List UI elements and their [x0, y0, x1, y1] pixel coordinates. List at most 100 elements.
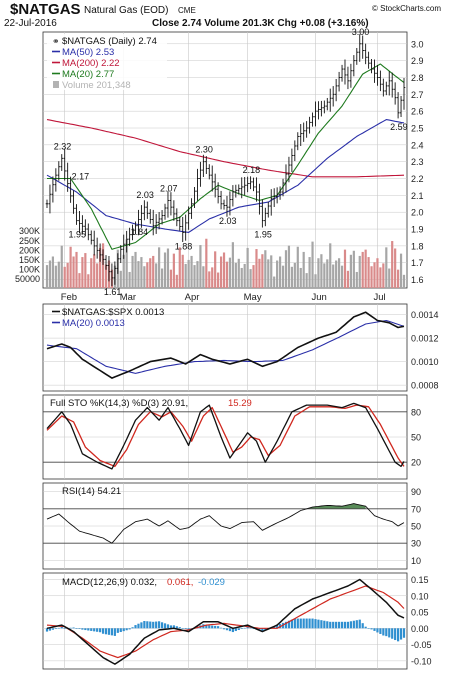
price-annotation: 1.95	[254, 230, 272, 240]
macd-histogram-bar	[293, 618, 296, 629]
macd-histogram-bar	[367, 628, 370, 629]
macd-histogram-bar	[337, 621, 341, 629]
macd-histogram-bar	[72, 627, 75, 629]
volume-bar	[323, 263, 326, 288]
macd-histogram-bar	[146, 621, 149, 629]
volume-bar	[252, 265, 255, 288]
volume-tick-label: 300K	[19, 226, 40, 236]
macd-histogram-bar	[116, 628, 119, 633]
rsi-axis-tick-label: 30	[411, 539, 421, 549]
macd-histogram-bar	[63, 628, 66, 629]
macd-histogram-bar	[119, 628, 122, 633]
macd-histogram-bar	[335, 621, 338, 629]
volume-bar	[178, 247, 181, 288]
volume-bar	[125, 239, 128, 288]
macd-histogram-bar	[370, 628, 373, 630]
macd-histogram-bar	[104, 628, 108, 635]
macd-histogram-bar	[340, 621, 344, 629]
volume-bar	[352, 250, 355, 288]
volume-bar	[119, 270, 122, 288]
volume-bar	[394, 248, 397, 288]
sto-axis-tick-label: 80	[411, 407, 421, 417]
volume-bar	[373, 262, 376, 288]
volume-bar	[284, 250, 288, 288]
macd-histogram-bar	[69, 627, 72, 629]
rsi-axis-tick-label: 50	[411, 522, 421, 532]
macd-axis-tick-label: 0.10	[411, 591, 429, 601]
macd-histogram-bar	[261, 628, 264, 632]
volume-bar	[311, 241, 314, 288]
macd-axis-tick-label: 0.15	[411, 575, 429, 585]
price-annotation: 2.32	[54, 141, 72, 151]
macd-histogram-bar	[346, 621, 350, 629]
volume-bar	[264, 250, 267, 288]
macd-histogram-bar	[187, 628, 190, 630]
macd-histogram-bar	[143, 621, 146, 629]
price-annotation: 3.00	[352, 27, 370, 37]
macd-histogram-bar	[376, 628, 379, 633]
volume-bar	[388, 268, 391, 288]
macd-legend-histogram: -0.029	[198, 577, 225, 588]
sto-legend-value: 15.29	[228, 398, 252, 409]
macd-histogram-bar	[385, 628, 388, 637]
ratio-line	[46, 311, 405, 379]
volume-bar	[81, 257, 84, 288]
ratio-legend-label: $NATGAS:$SPX 0.0013	[62, 307, 164, 318]
x-axis-label: May	[244, 292, 262, 303]
macd-histogram-bar	[45, 628, 49, 632]
volume-bar	[66, 262, 69, 288]
macd-histogram-bar	[205, 625, 208, 629]
macd-histogram-bar	[172, 625, 175, 629]
volume-bar	[337, 258, 341, 288]
x-axis-label: Jun	[311, 292, 326, 303]
ratio-legend-label: MA(20) 0.0013	[62, 318, 125, 329]
macd-axis-tick-label: 0.05	[411, 608, 429, 618]
volume-tick-label: 250K	[19, 236, 40, 246]
macd-histogram-bar	[361, 623, 364, 629]
volume-bar	[234, 262, 237, 288]
volume-bar	[225, 261, 229, 288]
price-annotation: 2.18	[243, 165, 261, 175]
ratio-axis-tick-label: 0.0014	[411, 310, 439, 320]
macd-histogram-bar	[125, 628, 128, 631]
volume-tick-label: 50000	[15, 274, 40, 284]
volume-bar	[376, 258, 379, 288]
macd-histogram-bar	[122, 628, 125, 632]
volume-bar	[281, 265, 285, 288]
macd-histogram-bar	[258, 628, 261, 631]
macd-histogram-bar	[87, 628, 90, 631]
volume-bar	[211, 267, 214, 288]
volume-bar	[208, 271, 211, 288]
volume-bar	[219, 256, 223, 288]
macd-histogram-bar	[320, 620, 323, 629]
ratio-axis-tick-label: 0.0012	[411, 334, 439, 344]
macd-histogram-bar	[394, 628, 397, 641]
macd-histogram-bar	[219, 627, 223, 629]
volume-bar	[93, 254, 96, 288]
macd-histogram-bar	[402, 628, 406, 638]
volume-bar	[302, 251, 305, 288]
macd-histogram-bar	[234, 628, 237, 632]
volume-bar	[187, 259, 190, 288]
volume-bar	[75, 251, 78, 288]
ma50-line	[46, 119, 405, 233]
volume-bar	[258, 258, 261, 288]
volume-bar	[57, 261, 60, 288]
macd-histogram-bar	[358, 619, 361, 629]
macd-histogram-bar	[128, 628, 131, 630]
macd-signal-line	[46, 585, 405, 659]
volume-bar	[181, 254, 184, 288]
macd-histogram-bar	[158, 621, 161, 629]
watermark: © StockCharts.com	[372, 4, 441, 13]
macd-histogram-bar	[302, 618, 305, 629]
macd-histogram-bar	[51, 628, 55, 630]
macd-histogram-bar	[48, 628, 52, 631]
macd-histogram-bar	[373, 628, 376, 631]
ratio-axis-tick-label: 0.0008	[411, 381, 439, 391]
price-annotation: 2.03	[136, 190, 154, 200]
volume-bar	[134, 251, 137, 288]
macd-histogram-bar	[264, 628, 267, 631]
macd-histogram-bar	[96, 628, 99, 632]
price-legend-swatch: ⚭	[52, 36, 60, 46]
